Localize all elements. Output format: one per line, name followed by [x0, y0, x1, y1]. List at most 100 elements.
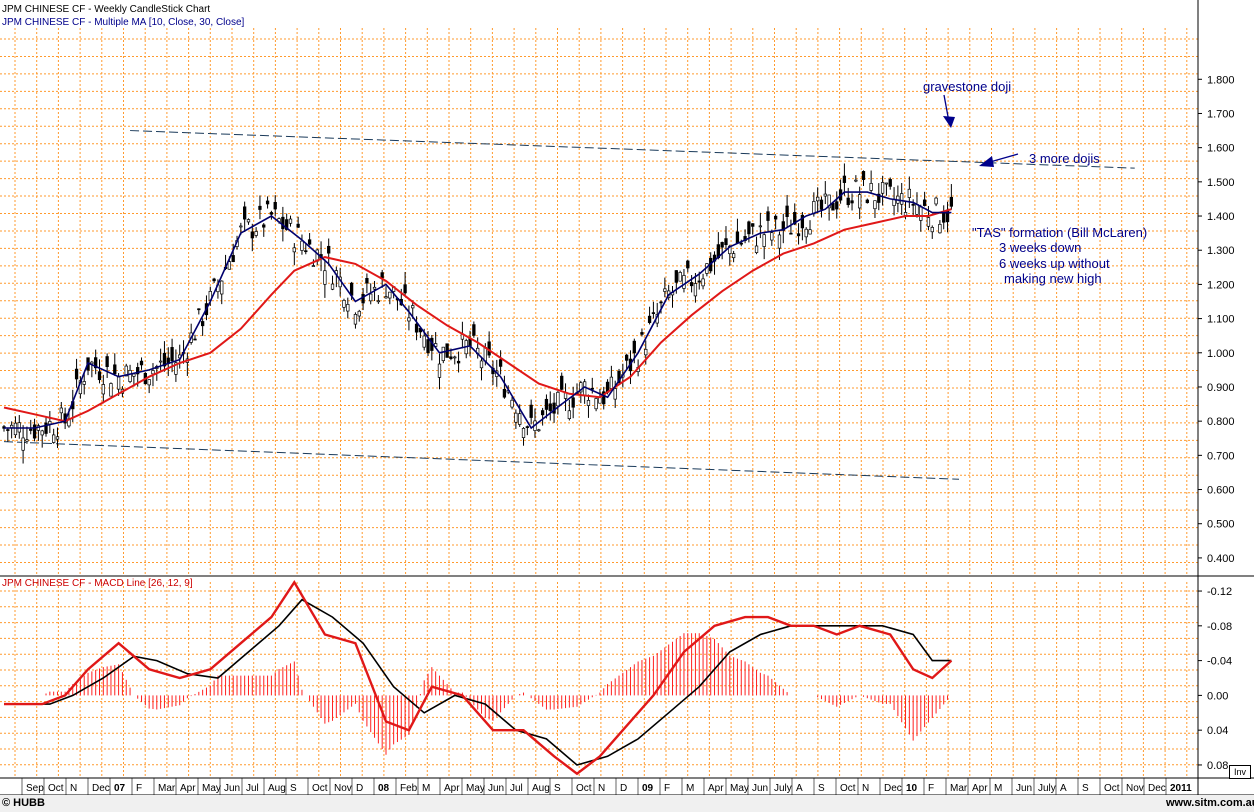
candle-body	[414, 323, 419, 333]
candle-body	[479, 360, 484, 369]
candle-body	[29, 428, 33, 431]
candle-body	[254, 231, 258, 236]
candle-body	[327, 245, 331, 254]
candle-body	[777, 234, 782, 249]
time-tick-label: Jun	[224, 783, 240, 794]
tas-note-line4: making new high	[1004, 271, 1102, 286]
candle-body	[560, 375, 564, 390]
candle-body	[846, 197, 850, 206]
candle-body	[942, 212, 946, 223]
candle-body	[796, 233, 801, 237]
candle-body	[32, 424, 37, 439]
candle-body	[640, 332, 644, 335]
candle-body	[735, 231, 740, 244]
candle-body	[594, 398, 598, 410]
price-tick-label: 1.500	[1207, 177, 1235, 189]
chart-title: JPM CHINESE CF - Weekly CandleStick Char…	[2, 4, 211, 15]
time-tick-label: July	[1038, 783, 1056, 794]
candle-body	[300, 240, 304, 251]
macd-axis: -0.12 -0.08 -0.04 0.00 0.04 0.08	[1198, 586, 1232, 772]
candle-body	[90, 361, 94, 365]
time-tick-label: Dec	[884, 783, 902, 794]
candle-body	[227, 261, 232, 270]
candle-body	[403, 284, 407, 294]
candle-body	[751, 223, 755, 227]
candle-body	[773, 215, 778, 220]
ma30-line	[3, 208, 952, 423]
time-tick-label: Nov	[334, 783, 352, 794]
candle-body	[804, 228, 808, 238]
candle-body	[919, 206, 923, 221]
tas-note-line1: "TAS" formation (Bill McLaren)	[972, 225, 1148, 240]
candle-body	[880, 182, 885, 194]
candle-body	[307, 239, 312, 245]
candle-body	[720, 242, 724, 248]
candle-body	[525, 426, 529, 428]
candle-body	[304, 250, 308, 253]
candle-body	[644, 348, 648, 356]
candle-body	[625, 354, 629, 361]
time-tick-label: Oct	[576, 783, 592, 794]
candle-body	[158, 360, 163, 363]
candle-body	[21, 437, 25, 451]
ma-legend: JPM CHINESE CF - Multiple MA [10, Close,…	[2, 17, 245, 28]
candle-body	[590, 387, 594, 390]
candle-body	[571, 397, 575, 408]
candle-body	[762, 234, 766, 247]
candle-body	[888, 179, 892, 187]
time-tick-label: Oct	[840, 783, 856, 794]
candle-body	[342, 300, 346, 308]
invert-button[interactable]: Inv	[1229, 765, 1251, 779]
candle-body	[361, 293, 365, 304]
candle-body	[659, 301, 663, 304]
candle-body	[877, 193, 881, 203]
candle-body	[900, 193, 904, 205]
candle-body	[59, 407, 63, 414]
time-tick-label: 2011	[1170, 783, 1192, 794]
candle-body	[380, 272, 384, 279]
candle-body	[441, 346, 445, 361]
candle-body	[514, 412, 518, 423]
candle-body	[930, 227, 934, 233]
price-tick-label: 0.600	[1207, 485, 1235, 497]
candle-body	[926, 217, 931, 227]
dojis-arrowhead	[979, 156, 994, 167]
price-tick-label: 0.800	[1207, 416, 1235, 428]
candle-body	[330, 283, 335, 290]
candle-body	[239, 225, 243, 228]
candle-body	[586, 400, 591, 406]
macd-tick-label: -0.08	[1207, 621, 1232, 633]
more-dojis-note: 3 more dojis	[1029, 151, 1100, 166]
time-tick-label: Mar	[158, 783, 176, 794]
macd-tick-label: 0.04	[1207, 725, 1228, 737]
candle-body	[13, 422, 18, 436]
price-tick-label: 1.700	[1207, 108, 1235, 120]
candle-body	[518, 413, 522, 425]
candle-body	[816, 196, 820, 202]
time-tick-label: Aug	[532, 783, 550, 794]
candle-body	[689, 282, 694, 287]
time-tick-label: 10	[906, 783, 918, 794]
time-tick-label: M	[422, 783, 430, 794]
candle-body	[426, 339, 430, 354]
macd-tick-label: -0.12	[1207, 586, 1232, 598]
candle-body	[369, 293, 373, 302]
price-tick-label: 0.500	[1207, 519, 1235, 531]
candle-body	[250, 231, 254, 239]
time-tick-label: Sep	[26, 783, 44, 794]
candle-body	[521, 428, 526, 438]
time-tick-label: May	[202, 783, 221, 794]
candle-body	[82, 381, 86, 385]
time-tick-label: Dec	[92, 783, 110, 794]
time-tick-label: Oct	[312, 783, 328, 794]
time-tick-label: F	[664, 783, 670, 794]
candle-body	[136, 367, 140, 375]
time-tick-label: Aug	[268, 783, 286, 794]
time-tick-label: S	[1082, 783, 1089, 794]
candle-body	[162, 352, 167, 367]
candle-body	[731, 253, 736, 259]
price-tick-label: 0.900	[1207, 382, 1235, 394]
candle-body	[548, 403, 552, 412]
price-tick-label: 1.000	[1207, 348, 1235, 360]
candle-body	[934, 197, 938, 205]
